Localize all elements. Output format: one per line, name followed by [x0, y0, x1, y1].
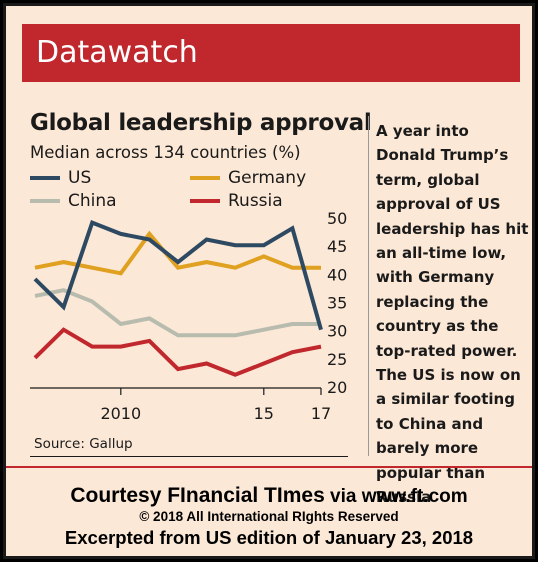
legend-label-china: China — [68, 191, 117, 211]
legend-label-germany: Germany — [228, 168, 307, 188]
series-line-russia — [33, 327, 322, 377]
commentary-text: A year into Donald Trump’s term, global … — [376, 122, 529, 507]
source-divider — [30, 456, 348, 457]
column-divider — [368, 116, 369, 456]
y-tick-label: 35 — [327, 294, 347, 313]
excerpt-notice: Excerpted from US edition of January 23,… — [64, 527, 474, 548]
series-line-germany — [34, 230, 321, 276]
chart-subtitle: Median across 134 countries (%) — [30, 143, 301, 162]
chart-source: Source: Gallup — [34, 436, 133, 452]
legend-label-russia: Russia — [228, 191, 283, 211]
y-tick-label: 20 — [327, 378, 347, 397]
line-chart: 2010 15 17 20 25 30 35 40 45 50 — [30, 209, 347, 423]
legend-item-germany: Germany — [190, 168, 306, 188]
infographic-frame: Datawatch Global leadership approval Med… — [3, 3, 535, 559]
footer-divider — [6, 466, 532, 468]
x-tick-label: 15 — [254, 404, 274, 423]
legend-swatch-china — [30, 199, 60, 203]
y-tick-label: 45 — [327, 237, 347, 256]
y-tick-label: 30 — [327, 322, 347, 341]
legend-swatch-russia — [190, 199, 220, 203]
y-tick-label: 25 — [327, 350, 347, 369]
chart-title: Global leadership approval — [30, 110, 372, 136]
legend-item-china: China — [30, 191, 117, 211]
courtesy-line: Courtesy FInancial TImes via www.ft.com — [6, 484, 532, 508]
y-tick-label: 50 — [327, 209, 347, 228]
series-line-us — [33, 219, 323, 331]
y-tick-label: 40 — [327, 265, 347, 284]
legend-swatch-germany — [190, 176, 220, 180]
copyright-notice: © 2018 All International RIghts Reserved — [139, 509, 399, 524]
x-tick-label: 2010 — [100, 404, 141, 423]
x-tick-label: 17 — [311, 404, 331, 423]
legend-item-russia: Russia — [190, 191, 283, 211]
courtesy-main: Courtesy FInancial TImes — [70, 484, 325, 507]
series-line-china — [34, 288, 321, 338]
legend-label-us: US — [68, 168, 92, 188]
section-banner: Datawatch — [22, 24, 520, 82]
legend-item-us: US — [30, 168, 91, 188]
banner-title: Datawatch — [36, 35, 198, 70]
courtesy-via: via www.ft.com — [330, 486, 468, 507]
legend-swatch-us — [30, 176, 60, 180]
